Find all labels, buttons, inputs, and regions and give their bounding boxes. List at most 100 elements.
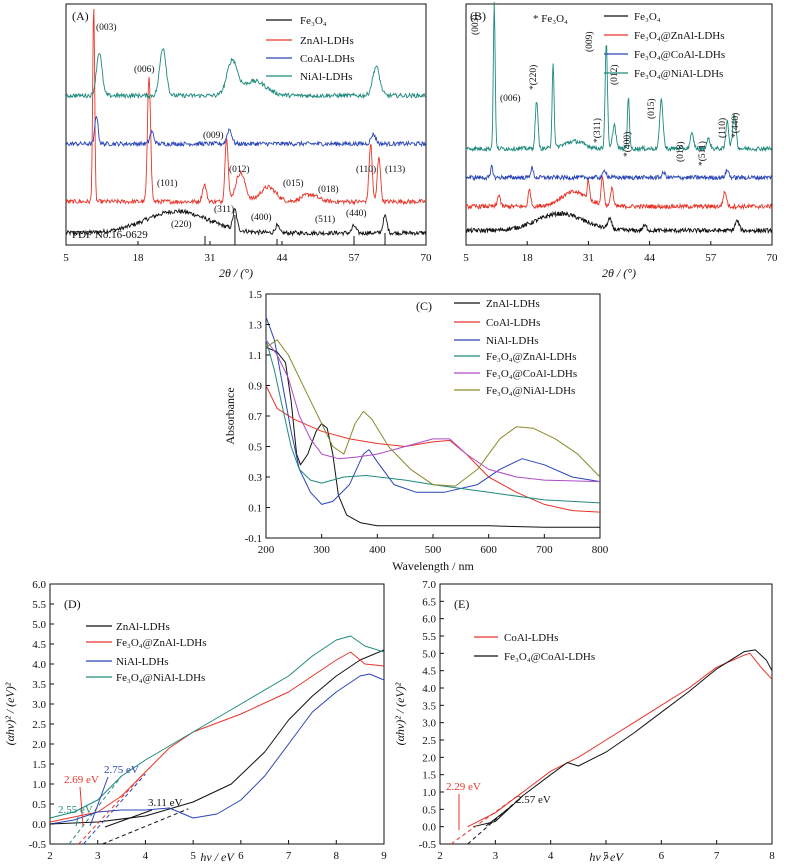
panel-d-x-tick-label-5: 7: [286, 850, 292, 862]
panel-a-x-tick-label-4: 57: [349, 252, 361, 264]
panel-d-y-tick-label-3: 1.0: [32, 779, 46, 791]
panel-e-x-tick-label-3: 5: [603, 850, 609, 862]
panel-a-x-tick-label-2: 31: [205, 252, 216, 264]
panel-d-series-3: [49, 635, 385, 819]
panel-c-y-tick-label-3: 0.5: [248, 442, 262, 454]
panel-d-series-1: [49, 651, 385, 823]
panel-b-x-tick-label-0: 5: [463, 252, 469, 264]
panel-e-y-tick-label-8: 3.5: [422, 700, 436, 712]
panel-b-legend-label-3: Fe₃O₄@NiAl-LDHs: [634, 68, 723, 80]
panel-d-x-tick-label-1: 3: [95, 850, 101, 862]
panel-c-x-tick-label-4: 600: [480, 544, 497, 556]
panel-d-x-tick-label-3: 5: [190, 850, 196, 862]
panel-b-peak-label-4: *(311): [592, 118, 603, 143]
panel-a-peak-label-6: (018): [318, 184, 339, 195]
panel-b-legend-label-2: Fe₃O₄@CoAl-LDHs: [634, 49, 725, 61]
panel-d-callout-1-arrow: [89, 776, 109, 827]
panel-a-peak-label-5: (015): [283, 178, 304, 189]
panel-a-series-0: [65, 207, 427, 237]
panel-e-x-tick-label-4: 6: [659, 850, 665, 862]
panel-e-callouts: 2.29 eV 2.57 eV: [446, 781, 551, 830]
panel-c-legend-label-4: Fe₃O₄@CoAl-LDHs: [486, 368, 577, 380]
panel-c-x-tick-label-5: 700: [536, 544, 553, 556]
panel-e-legend-label-0: CoAl-LDHs: [504, 632, 558, 644]
panel-b-series: [465, 1, 773, 235]
panel-e-tangent-0: [450, 791, 524, 845]
panel-e-y-tick-label-11: 5.0: [422, 648, 436, 660]
panel-c-series-1: [265, 385, 601, 513]
panel-b-x-tick-label-4: 57: [705, 252, 717, 264]
panel-b-peak-label-11: *(440): [730, 113, 741, 138]
panel-d-series: [49, 635, 385, 845]
panel-b-annotation: * Fe₃O₄: [533, 13, 568, 25]
panel-a-legend-label-3: NiAl-LDHs: [300, 71, 353, 83]
panel-d-callout-3-arrow: [104, 809, 153, 828]
panel-d-callouts: 2.69 eV 2.75 eV 2.55 eV 3.11 eV: [58, 764, 182, 828]
panel-a-peak-label-4: (012): [229, 164, 250, 175]
panel-c-y-tick-label-4: 0.7: [248, 411, 262, 423]
panel-d-y-tick-label-10: 4.5: [32, 639, 46, 651]
panel-a-legend-label-0: Fe₃O₄: [300, 15, 327, 27]
panel-c-y-tick-label-8: 1.5: [248, 289, 262, 301]
panel-d-tangent-2: [83, 773, 146, 845]
panel-b-peak-label-9: *(511): [697, 141, 708, 166]
panel-c-ticks: 200 300 400 500 600 700 800 -0.1 0.1 0.3 0.5 0.7 0.9…: [245, 289, 609, 556]
panel-b: (B) * Fe₃O₄ 5 18 31 44 57 70 2θ / (°) Fe₃O₄ F…: [463, 1, 778, 280]
panel-a-peak-label-13: (440): [346, 208, 367, 219]
panel-c-series-3: [265, 339, 601, 504]
panel-a-series-2: [65, 115, 427, 148]
panel-d-callout-2-arrow: [75, 816, 79, 827]
panel-a-x-tick-label-1: 18: [133, 252, 145, 264]
panel-b-legend: Fe₃O₄ Fe₃O₄@ZnAl-LDHs Fe₃O₄@CoAl-LDHs Fe…: [604, 11, 725, 80]
panel-c-series-5: [265, 339, 601, 487]
panel-c-frame: [265, 293, 601, 539]
panel-b-peak-label-3: (009): [584, 31, 595, 52]
panel-a-frame: [65, 3, 427, 246]
panel-a-x-title: 2θ / (°): [219, 266, 253, 280]
panel-e-y-tick-label-10: 4.5: [422, 666, 436, 678]
panel-b-legend-label-1: Fe₃O₄@ZnAl-LDHs: [634, 30, 725, 42]
panel-e-callout-1-arrow: [485, 804, 514, 827]
panel-e-series-1: [473, 649, 773, 828]
panel-a-peak-label-8: (113): [385, 164, 405, 175]
panel-a-peak-label-0: (003): [96, 22, 117, 33]
panel-d-frame: [49, 583, 385, 845]
panel-c: (C) 200 300 400 500 600 700 800 -0.1 0.1 0.3 0.5 0.…: [223, 289, 609, 573]
panel-b-peak-label-2: *(220): [528, 65, 539, 90]
panel-b-label: (B): [470, 9, 486, 23]
panel-d-label: (D): [64, 597, 81, 611]
panel-c-series-2: [265, 316, 601, 505]
panel-e-callout-0: 2.29 eV: [446, 781, 481, 793]
panel-a-peak-labels: (003) (006) (009) (101) (012) (015) (018…: [96, 22, 405, 230]
panel-d-legend-label-0: ZnAl-LDHs: [116, 621, 170, 633]
panel-e-x-tick-label-5: 7: [714, 850, 720, 862]
panel-b-series-0: [465, 210, 773, 235]
panel-c-series-0: [265, 346, 600, 528]
panel-b-peak-label-10: (110): [717, 118, 728, 138]
panel-c-legend-label-0: ZnAl-LDHs: [486, 298, 540, 310]
panel-d-x-title: hν / eV: [200, 850, 235, 864]
panel-d-y-tick-label-5: 2.0: [32, 739, 46, 751]
panel-c-y-tick-label-7: 1.3: [248, 320, 262, 332]
panel-a-series-3: [65, 48, 426, 100]
panel-e-y-tick-label-6: 2.5: [422, 735, 436, 747]
panel-c-legend: ZnAl-LDHs CoAl-LDHs NiAl-LDHs Fe₃O₄@ZnAl…: [454, 298, 577, 397]
panel-a-peak-label-2: (009): [203, 130, 224, 141]
panel-a: (A) PDF No.16-0629 5 18 31 44 57 70 2θ / (°) …: [63, 3, 432, 280]
panel-e-callout-1: 2.57 eV: [516, 794, 551, 806]
panel-d-y-tick-label-12: 5.5: [32, 599, 46, 611]
panel-a-series: [65, 8, 427, 237]
panel-e-y-tick-label-0: -0.5: [419, 839, 437, 851]
panel-d-y-tick-label-8: 3.5: [32, 679, 46, 691]
panel-d-x-tick-label-7: 9: [381, 850, 387, 862]
panel-d-tangent-3: [68, 775, 122, 845]
panel-b-x-title: 2θ / (°): [602, 266, 636, 280]
panel-a-legend-label-1: ZnAl-LDHs: [300, 35, 354, 47]
panel-c-y-tick-label-5: 0.9: [248, 381, 262, 393]
panel-b-x-ticks: 5 18 31 44 57 70: [463, 241, 778, 264]
panel-e-label: (E): [454, 597, 469, 611]
panel-c-x-tick-label-6: 800: [592, 544, 609, 556]
panel-c-legend-label-3: Fe₃O₄@ZnAl-LDHs: [486, 351, 577, 363]
panel-e-y-tick-label-14: 6.5: [422, 596, 436, 608]
panel-e-y-tick-label-1: 0.0: [422, 822, 436, 834]
